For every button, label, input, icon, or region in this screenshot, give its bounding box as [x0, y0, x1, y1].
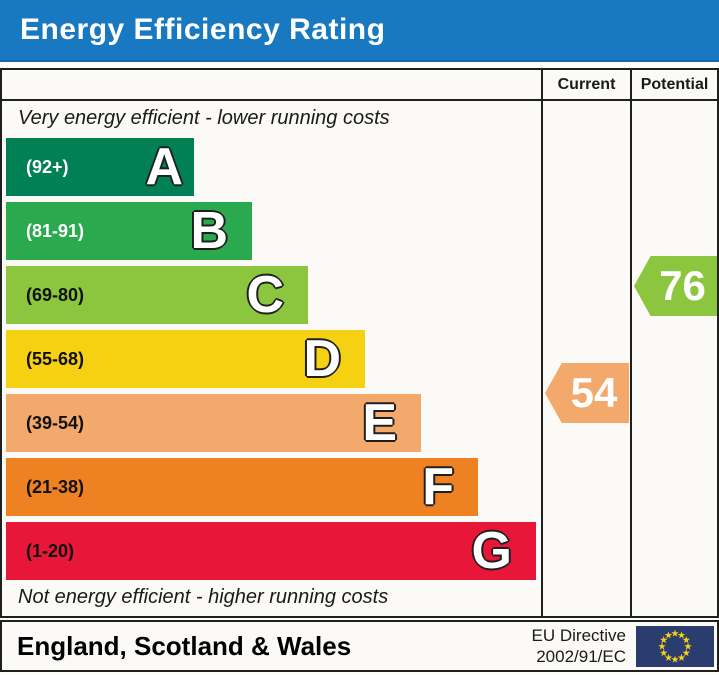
page-title: Energy Efficiency Rating [20, 13, 386, 46]
current-rating-value: 54 [570, 369, 618, 416]
band-letter: A [145, 138, 183, 196]
eu-flag-icon [636, 625, 714, 667]
band-letter: E [362, 394, 397, 452]
band-letter: D [303, 330, 341, 388]
current-column-header: Current [557, 75, 616, 93]
band-letter: C [246, 266, 284, 324]
band-letter: B [190, 202, 228, 260]
header-underline [2, 99, 717, 101]
title-bar: Energy Efficiency Rating [0, 0, 719, 62]
rating-band-c: (69-80) C [6, 266, 308, 324]
band-range-label: (21-38) [26, 476, 85, 497]
eu-directive-line1: EU Directive [531, 625, 626, 645]
band-range-label: (69-80) [26, 284, 85, 305]
potential-rating-value: 76 [659, 262, 706, 309]
band-letter: G [471, 522, 512, 580]
eu-directive-label: EU Directive 2002/91/EC [532, 625, 626, 668]
top-caption: Very energy efficient - lower running co… [18, 107, 390, 129]
potential-column-divider [630, 70, 632, 616]
band-range-label: (39-54) [26, 412, 85, 433]
current-column-divider [541, 70, 543, 616]
region-label: England, Scotland & Wales [17, 630, 352, 661]
potential-rating-marker: 76 [634, 256, 717, 316]
current-rating-marker: 54 [545, 363, 629, 423]
bands-container: (92+) A (81-91) B (69-80) C (55-68) D (39-54) E (2… [6, 138, 536, 586]
eu-directive-line2: 2002/91/EC [536, 647, 626, 666]
band-letter: F [422, 458, 454, 516]
rating-chart: Current Potential Very energy efficient … [0, 68, 719, 618]
rating-band-g: (1-20) G [6, 522, 536, 580]
band-range-label: (92+) [26, 156, 69, 177]
band-range-label: (81-91) [26, 220, 85, 241]
potential-column-header: Potential [640, 75, 709, 93]
bottom-caption: Not energy efficient - higher running co… [18, 586, 389, 608]
rating-band-d: (55-68) D [6, 330, 365, 388]
rating-band-a: (92+) A [6, 138, 194, 196]
band-range-label: (1-20) [26, 540, 75, 561]
footer-bar: England, Scotland & Wales EU Directive 2… [0, 620, 719, 672]
rating-band-b: (81-91) B [6, 202, 252, 260]
band-range-label: (55-68) [26, 348, 85, 369]
rating-band-e: (39-54) E [6, 394, 421, 452]
rating-band-f: (21-38) F [6, 458, 478, 516]
